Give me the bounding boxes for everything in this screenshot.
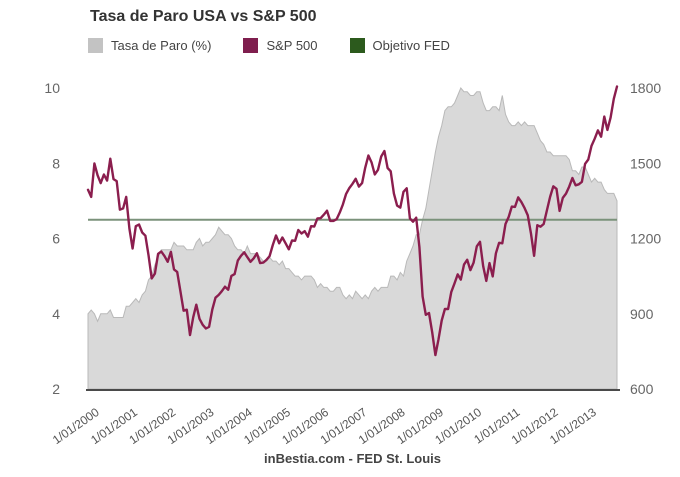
legend-item-tasa-de-paro: Tasa de Paro (%) xyxy=(88,38,211,53)
sp500-swatch-icon xyxy=(243,38,259,53)
unemployment-area-series xyxy=(87,87,618,390)
right-axis-tick-label: 1500 xyxy=(630,155,661,171)
legend-item-sp500: S&P 500 xyxy=(243,38,318,53)
legend-label: Objetivo FED xyxy=(372,38,450,53)
chart-title: Tasa de Paro USA vs S&P 500 xyxy=(90,8,317,25)
sp500-line-series xyxy=(86,85,619,357)
legend-item-objetivo-fed: Objetivo FED xyxy=(349,38,450,53)
left-axis-tick-label: 6 xyxy=(52,231,60,247)
right-axis-tick-label: 1200 xyxy=(630,231,661,247)
fed-target-swatch-icon xyxy=(349,38,365,53)
right-axis-tick-label: 600 xyxy=(630,381,654,397)
left-axis-tick-label: 10 xyxy=(44,80,60,96)
left-axis-tick-label: 2 xyxy=(52,381,60,397)
right-axis-tick-label: 1800 xyxy=(630,80,661,96)
left-axis-tick-label: 8 xyxy=(52,155,60,171)
source-caption: inBestia.com - FED St. Louis xyxy=(264,451,441,466)
legend: Tasa de Paro (%) S&P 500 Objetivo FED xyxy=(88,38,450,53)
unemployment-swatch-icon xyxy=(88,38,103,53)
left-axis-tick-label: 4 xyxy=(52,306,60,322)
legend-label: Tasa de Paro (%) xyxy=(111,38,212,53)
legend-label: S&P 500 xyxy=(266,38,318,53)
right-axis-tick-label: 900 xyxy=(630,306,654,322)
